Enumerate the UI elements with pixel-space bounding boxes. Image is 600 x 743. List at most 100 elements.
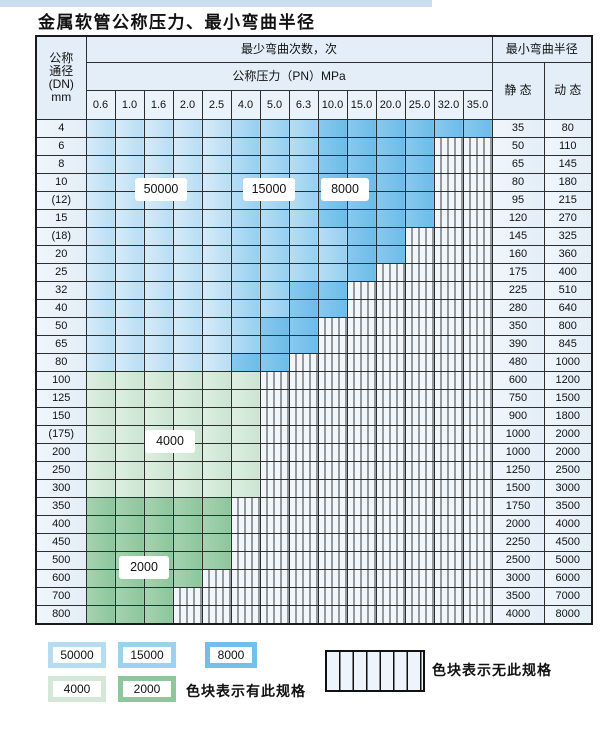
grid-cell <box>201 299 232 318</box>
grid-cell <box>404 407 435 426</box>
grid-cell <box>288 533 319 552</box>
pressure-col-20.0: 20.0 <box>375 90 406 120</box>
grid-cell <box>288 335 319 354</box>
dynamic-radius-value: 110 <box>543 137 593 156</box>
grid-cell <box>143 317 174 336</box>
grid-cell <box>172 407 203 426</box>
grid-cell <box>259 353 290 372</box>
grid-cell <box>433 533 464 552</box>
pressure-col-10.0: 10.0 <box>317 90 348 120</box>
grid-cell <box>375 515 406 534</box>
grid-cell <box>288 497 319 516</box>
grid-cell <box>85 569 116 588</box>
dynamic-radius-value: 6000 <box>543 569 593 588</box>
grid-cell <box>433 605 464 625</box>
grid-cell <box>404 515 435 534</box>
grid-cell <box>114 263 145 282</box>
grid-cell <box>230 533 261 552</box>
legend-swatch-4000: 4000 <box>48 676 106 702</box>
table-row-dn-700: 700 3500 7000 <box>35 587 593 606</box>
grid-cell <box>172 155 203 174</box>
grid-cell <box>114 425 145 444</box>
grid-cell <box>462 281 493 300</box>
grid-cell <box>317 479 348 498</box>
grid-cell <box>201 371 232 390</box>
dn-label: 10 <box>35 173 87 192</box>
grid-cell <box>230 227 261 246</box>
grid-cell <box>201 389 232 408</box>
grid-cell <box>143 533 174 552</box>
grid-cell <box>230 587 261 606</box>
grid-cell <box>433 551 464 570</box>
grid-cell <box>317 155 348 174</box>
dn-label: 250 <box>35 461 87 480</box>
grid-cell <box>375 155 406 174</box>
grid-cell <box>85 173 116 192</box>
static-radius-value: 95 <box>491 191 545 210</box>
grid-cell <box>288 443 319 462</box>
grid-cell <box>172 551 203 570</box>
grid-cell <box>114 533 145 552</box>
grid-cell <box>462 173 493 192</box>
grid-cell <box>462 119 493 138</box>
grid-cell <box>375 587 406 606</box>
grid-cell <box>201 407 232 426</box>
static-radius-value: 280 <box>491 299 545 318</box>
grid-cell <box>85 533 116 552</box>
table-row-dn-18: (18) 145 325 <box>35 227 593 246</box>
grid-cell <box>172 335 203 354</box>
grid-cell <box>404 497 435 516</box>
grid-cell <box>143 245 174 264</box>
grid-cell <box>201 317 232 336</box>
grid-cell <box>375 119 406 138</box>
grid-cell <box>172 569 203 588</box>
grid-cell <box>462 425 493 444</box>
grid-cell <box>201 605 232 625</box>
grid-cell <box>346 281 377 300</box>
grid-cell <box>317 407 348 426</box>
grid-cell <box>462 605 493 625</box>
grid-cell <box>462 515 493 534</box>
grid-cell <box>462 497 493 516</box>
grid-cell <box>230 263 261 282</box>
grid-cell <box>288 461 319 480</box>
grid-cell <box>462 155 493 174</box>
grid-cell <box>404 227 435 246</box>
pressure-col-2.0: 2.0 <box>172 90 203 120</box>
grid-cell <box>404 371 435 390</box>
grid-cell <box>201 497 232 516</box>
grid-cell <box>317 443 348 462</box>
table-row-dn-300: 300 1500 3000 <box>35 479 593 498</box>
grid-cell <box>259 461 290 480</box>
grid-cell <box>375 551 406 570</box>
table-row-dn-800: 800 4000 8000 <box>35 605 593 625</box>
grid-cell <box>375 497 406 516</box>
grid-cell <box>462 227 493 246</box>
grid-cell <box>230 335 261 354</box>
legend-value: 15000 <box>123 647 171 663</box>
static-radius-value: 160 <box>491 245 545 264</box>
dn-label: 32 <box>35 281 87 300</box>
grid-cell <box>259 155 290 174</box>
page-title: 金属软管公称压力、最小弯曲半径 <box>38 13 316 33</box>
grid-cell <box>375 281 406 300</box>
grid-cell <box>433 137 464 156</box>
grid-cell <box>317 263 348 282</box>
grid-cell <box>433 461 464 480</box>
grid-cell <box>288 479 319 498</box>
dn-label: 200 <box>35 443 87 462</box>
grid-cell <box>114 227 145 246</box>
pressure-col-1.0: 1.0 <box>114 90 145 120</box>
grid-cell <box>114 137 145 156</box>
grid-cell <box>288 263 319 282</box>
grid-cell <box>143 605 174 625</box>
grid-cell <box>288 137 319 156</box>
grid-cell <box>317 119 348 138</box>
static-radius-value: 1000 <box>491 443 545 462</box>
grid-cell <box>230 407 261 426</box>
grid-cell <box>375 443 406 462</box>
static-radius-value: 120 <box>491 209 545 228</box>
static-radius-value: 225 <box>491 281 545 300</box>
grid-cell <box>346 389 377 408</box>
